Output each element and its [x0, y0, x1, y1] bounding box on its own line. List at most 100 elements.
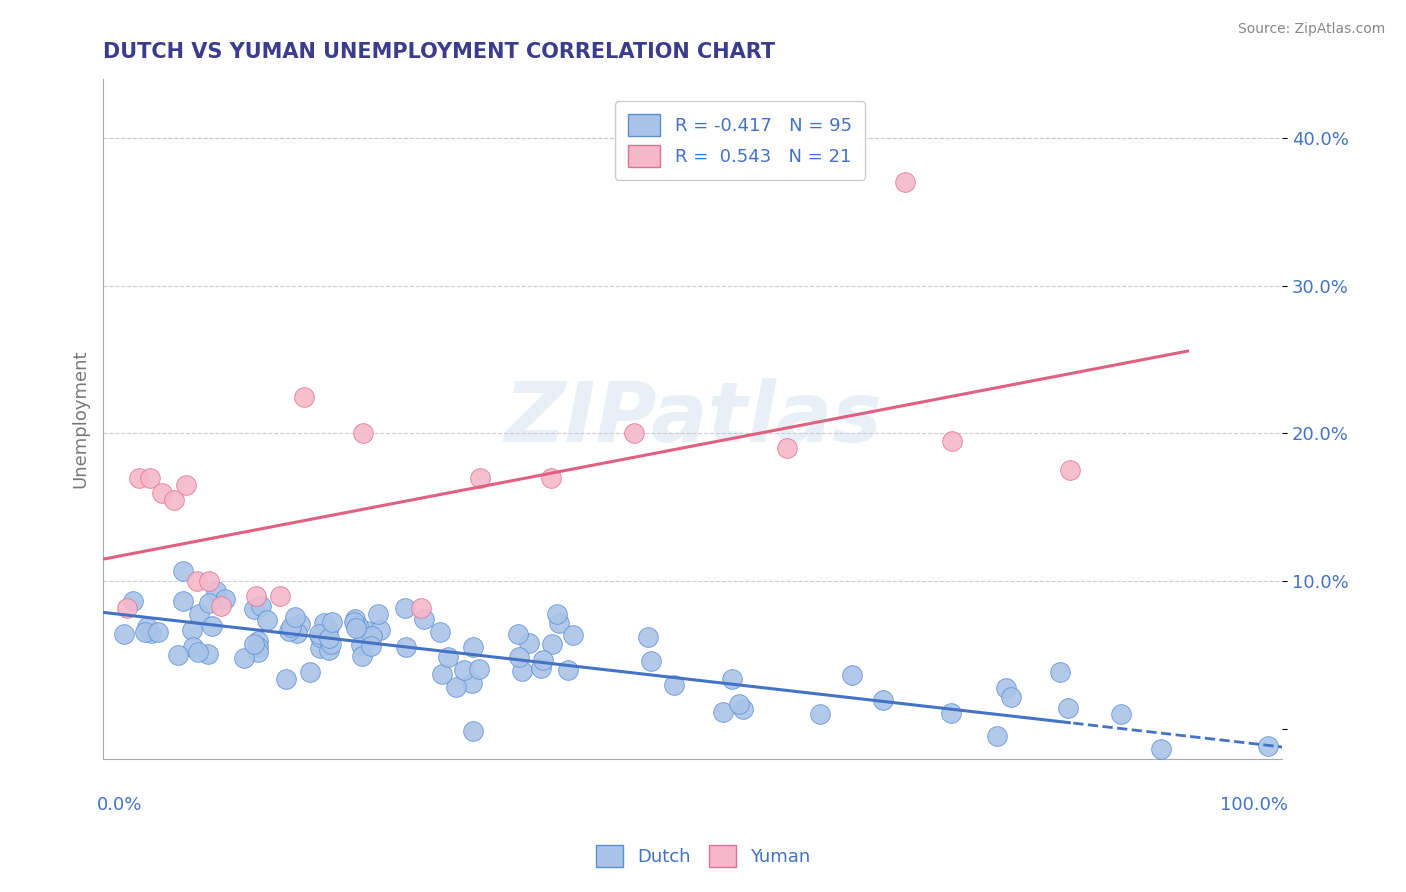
Point — [308, 627, 330, 641]
Point — [246, 640, 269, 654]
Point — [150, 485, 173, 500]
Point — [547, 615, 569, 630]
Point — [360, 639, 382, 653]
Point — [557, 663, 579, 677]
Point — [470, 471, 492, 485]
Point — [453, 663, 475, 677]
Point — [562, 628, 585, 642]
Point — [395, 640, 418, 655]
Point — [209, 599, 232, 614]
Point — [285, 626, 308, 640]
Point — [444, 680, 467, 694]
Point — [1057, 700, 1080, 714]
Point — [121, 594, 143, 608]
Point — [808, 706, 831, 721]
Point — [318, 643, 340, 657]
Point — [172, 594, 194, 608]
Point — [711, 705, 734, 719]
Point — [531, 653, 554, 667]
Point — [541, 637, 564, 651]
Point — [298, 665, 321, 679]
Y-axis label: Unemployment: Unemployment — [72, 350, 89, 488]
Legend: R = -0.417   N = 95, R =  0.543   N = 21: R = -0.417 N = 95, R = 0.543 N = 21 — [616, 101, 865, 179]
Point — [139, 471, 162, 485]
Point — [288, 617, 311, 632]
Point — [167, 648, 190, 662]
Point — [180, 624, 202, 638]
Point — [637, 630, 659, 644]
Point — [172, 564, 194, 578]
Point — [276, 673, 298, 687]
Text: 0.0%: 0.0% — [97, 797, 142, 814]
Point — [1109, 706, 1132, 721]
Point — [318, 631, 340, 645]
Point — [411, 601, 433, 615]
Point — [139, 626, 162, 640]
Point — [342, 615, 364, 629]
Point — [128, 471, 150, 485]
Point — [163, 493, 186, 508]
Point — [347, 619, 370, 633]
Point — [243, 602, 266, 616]
Point — [321, 615, 343, 630]
Point — [201, 619, 224, 633]
Point — [214, 591, 236, 606]
Point — [344, 612, 367, 626]
Point — [413, 612, 436, 626]
Point — [350, 639, 373, 653]
Point — [432, 667, 454, 681]
Point — [368, 623, 391, 637]
Point — [233, 651, 256, 665]
Point — [197, 647, 219, 661]
Point — [187, 607, 209, 621]
Point — [529, 661, 551, 675]
Point — [394, 601, 416, 615]
Point — [246, 634, 269, 648]
Point — [1000, 690, 1022, 705]
Point — [356, 624, 378, 638]
Text: ZIPatlas: ZIPatlas — [503, 378, 882, 459]
Point — [1150, 742, 1173, 756]
Point — [510, 665, 533, 679]
Point — [278, 624, 301, 638]
Point — [316, 623, 339, 637]
Point — [517, 635, 540, 649]
Point — [664, 678, 686, 692]
Point — [468, 662, 491, 676]
Point — [314, 615, 336, 630]
Point — [242, 637, 264, 651]
Point — [249, 599, 271, 613]
Point — [941, 434, 963, 448]
Point — [112, 627, 135, 641]
Point — [350, 648, 373, 663]
Point — [187, 645, 209, 659]
Text: DUTCH VS YUMAN UNEMPLOYMENT CORRELATION CHART: DUTCH VS YUMAN UNEMPLOYMENT CORRELATION … — [103, 42, 775, 62]
Point — [463, 724, 485, 739]
Point — [508, 627, 530, 641]
Point — [256, 613, 278, 627]
Point — [198, 574, 221, 589]
Point — [941, 706, 963, 720]
Point — [246, 645, 269, 659]
Point — [135, 619, 157, 633]
Point — [280, 620, 302, 634]
Point — [429, 624, 451, 639]
Point — [546, 607, 568, 621]
Point — [344, 621, 367, 635]
Point — [134, 624, 156, 639]
Point — [508, 649, 530, 664]
Text: 100.0%: 100.0% — [1220, 797, 1288, 814]
Point — [367, 607, 389, 621]
Legend: Dutch, Yuman: Dutch, Yuman — [588, 838, 818, 874]
Point — [994, 681, 1017, 695]
Point — [623, 426, 645, 441]
Point — [309, 630, 332, 644]
Point — [115, 601, 138, 615]
Point — [728, 698, 751, 712]
Point — [181, 640, 204, 654]
Point — [245, 589, 267, 603]
Point — [308, 640, 330, 655]
Point — [437, 649, 460, 664]
Point — [721, 673, 744, 687]
Text: Source: ZipAtlas.com: Source: ZipAtlas.com — [1237, 22, 1385, 37]
